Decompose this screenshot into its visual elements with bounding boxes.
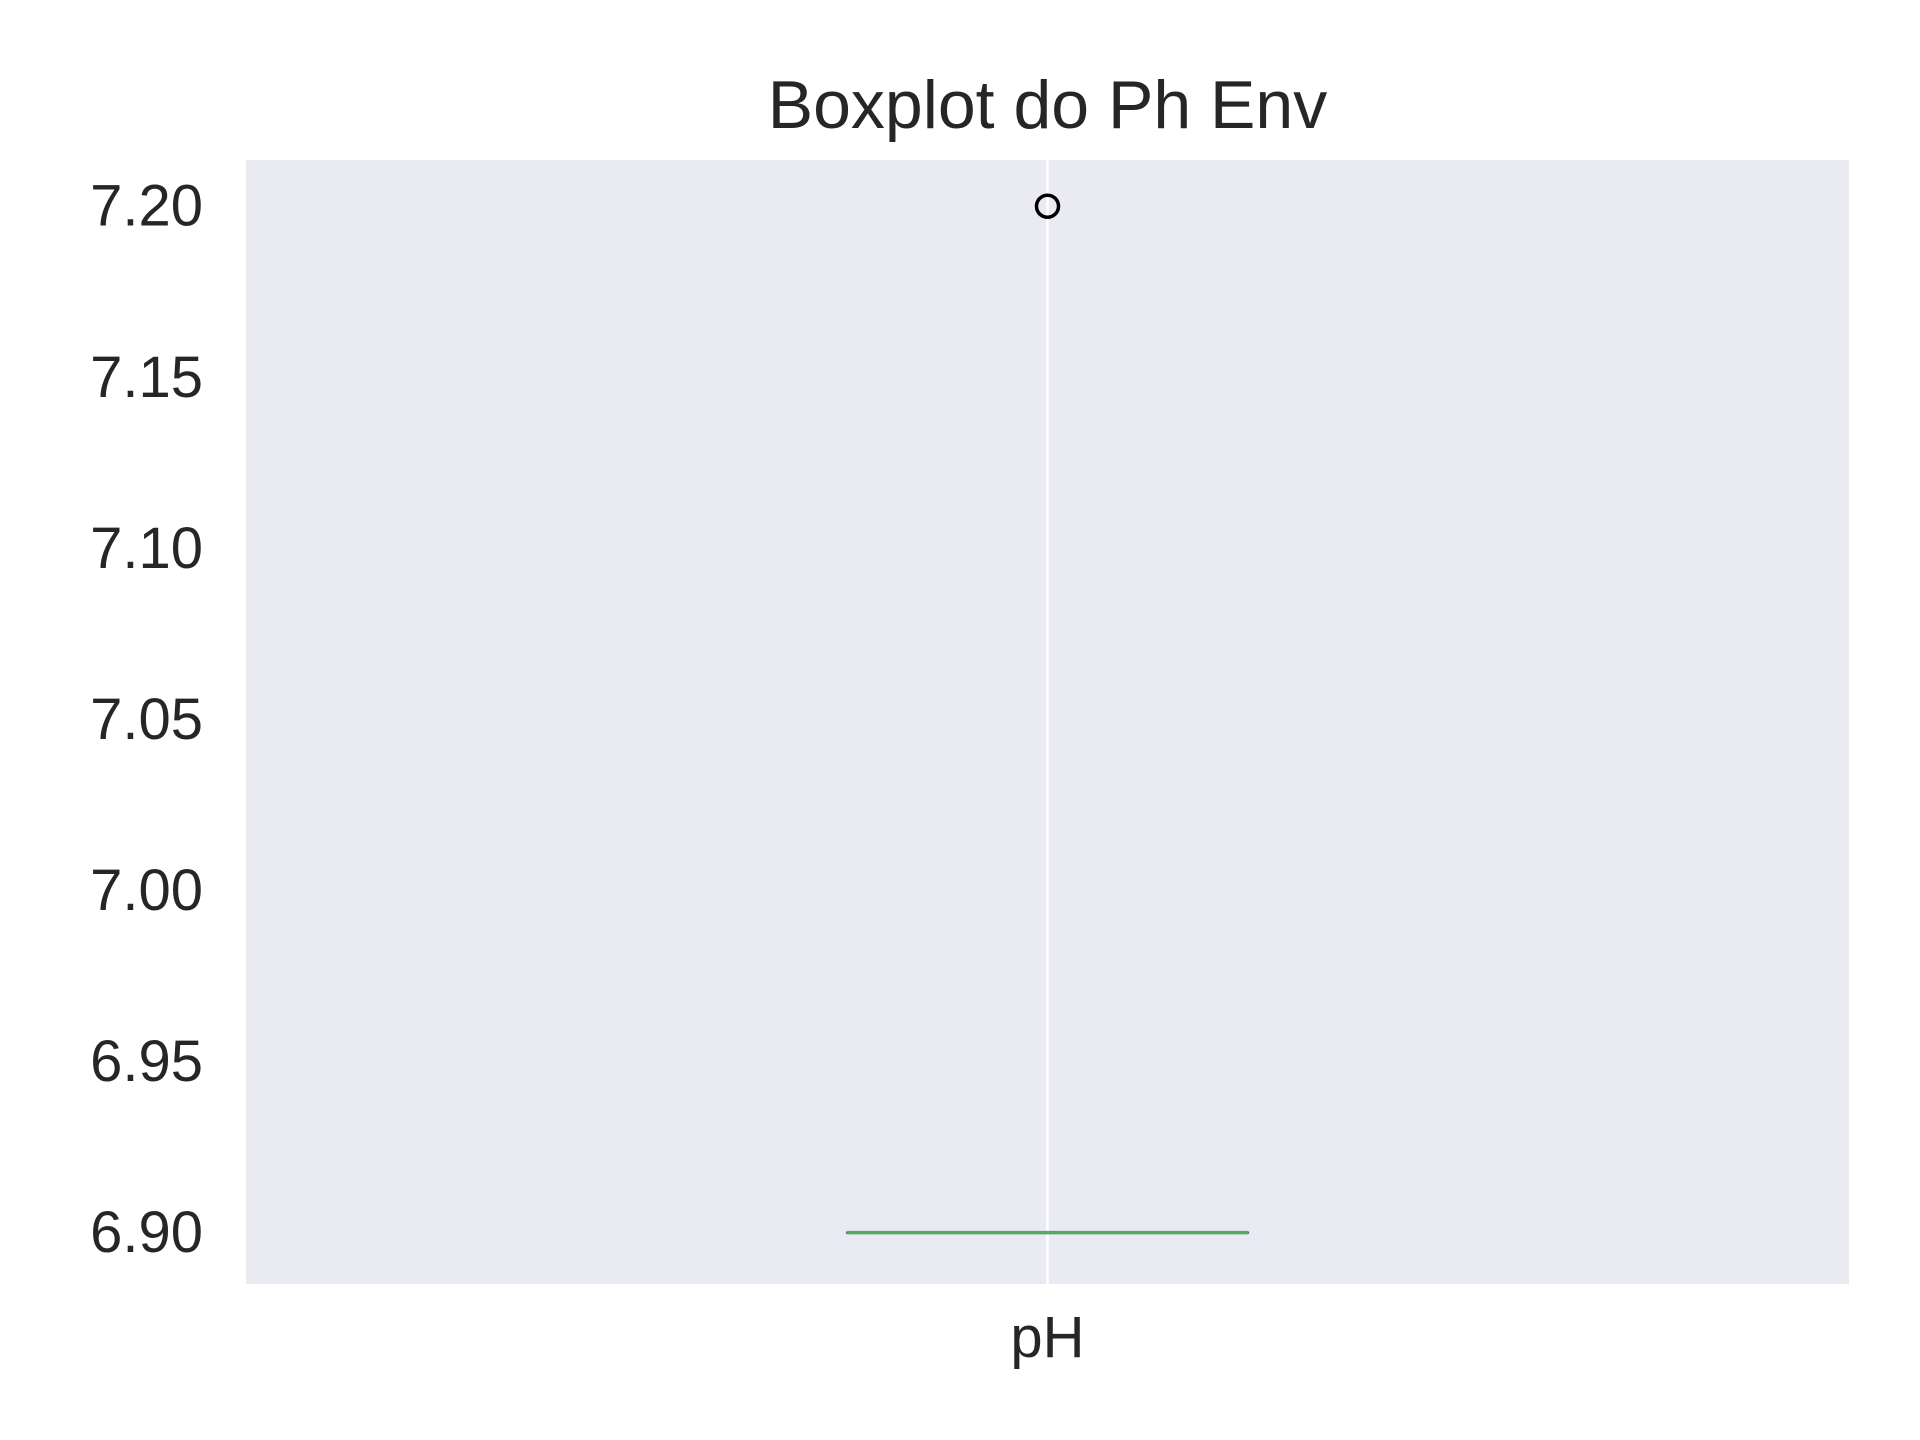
y-tick-label: 7.00 (90, 858, 203, 923)
y-tick-label: 7.20 (90, 174, 203, 239)
box-group (845, 193, 1250, 1235)
y-tick-label: 6.90 (90, 1200, 203, 1265)
x-tick-label: pH (1010, 1305, 1084, 1370)
y-tick-label: 7.15 (90, 345, 203, 410)
x-tick-labels: pH (1010, 1305, 1084, 1370)
y-tick-label: 7.10 (90, 516, 203, 581)
y-tick-label: 7.05 (90, 687, 203, 752)
box-series (845, 193, 1250, 1235)
chart-title: Boxplot do Ph Env (768, 67, 1327, 143)
y-tick-labels: 6.90 6.95 7.00 7.05 7.10 7.15 7.20 (90, 174, 203, 1265)
y-tick-label: 6.95 (90, 1029, 203, 1094)
outlier-point (1034, 193, 1061, 219)
